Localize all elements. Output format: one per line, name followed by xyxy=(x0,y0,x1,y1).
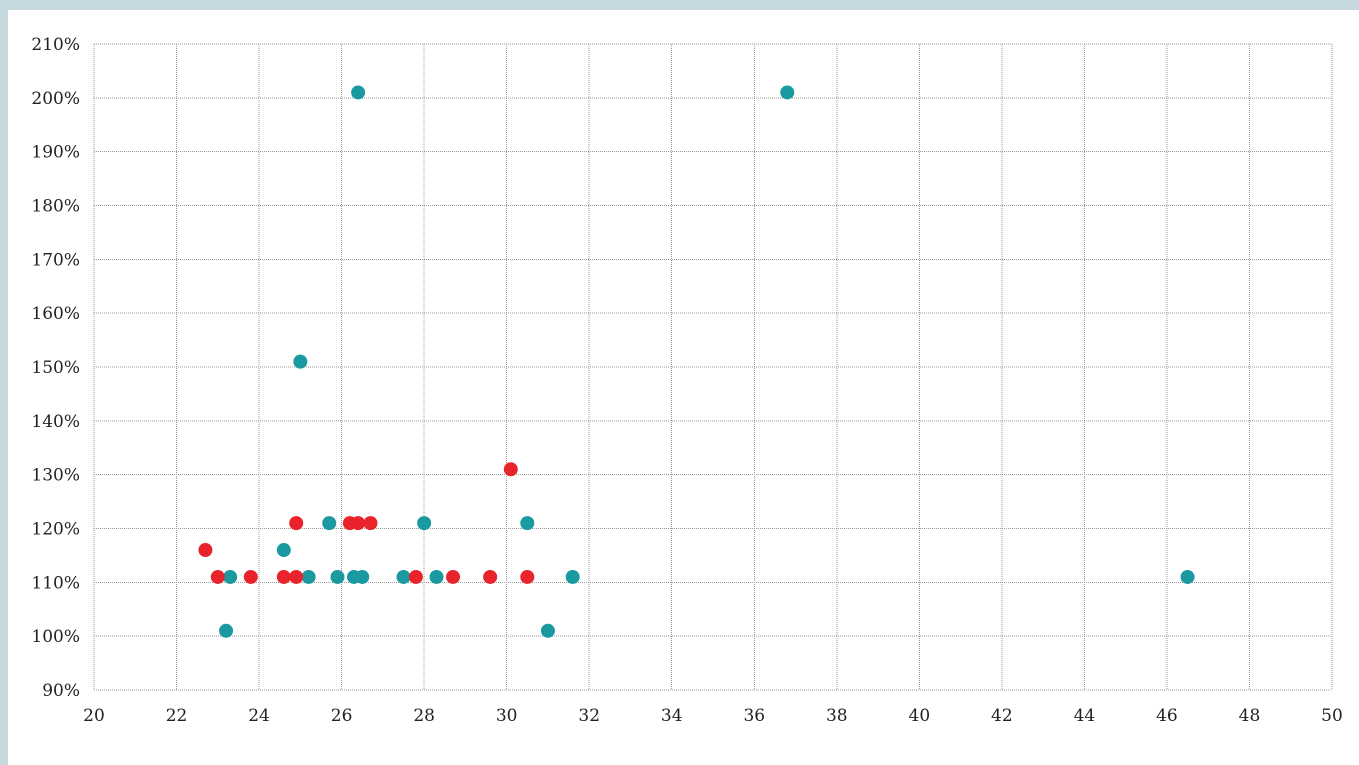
data-point-series-1 xyxy=(429,569,444,584)
y-tick-label: 90% xyxy=(42,681,80,701)
data-point-series-1 xyxy=(276,543,291,558)
x-tick-label: 48 xyxy=(1239,706,1261,726)
y-axis-tick-labels: 90% 100% 110% 120% 130% 140% 150% 160% 170% 180% 1… xyxy=(31,35,80,701)
data-point-series-2 xyxy=(408,569,423,584)
x-tick-label: 38 xyxy=(826,706,848,726)
y-tick-label: 190% xyxy=(31,143,80,163)
y-tick-label: 160% xyxy=(31,304,80,324)
x-tick-label: 20 xyxy=(83,706,105,726)
data-point-series-1 xyxy=(293,354,308,369)
data-point-series-2 xyxy=(243,569,258,584)
data-point-series-2 xyxy=(483,569,498,584)
data-point-series-1 xyxy=(520,516,535,531)
x-tick-label: 28 xyxy=(413,706,435,726)
x-tick-label: 50 xyxy=(1321,706,1343,726)
x-tick-label: 44 xyxy=(1074,706,1096,726)
x-tick-label: 46 xyxy=(1156,706,1178,726)
y-tick-label: 150% xyxy=(31,358,80,378)
data-point-series-2 xyxy=(289,516,304,531)
data-point-series-2 xyxy=(446,569,461,584)
y-tick-label: 200% xyxy=(31,89,80,109)
data-point-series-1 xyxy=(780,85,795,100)
y-tick-label: 120% xyxy=(31,520,80,540)
x-tick-label: 32 xyxy=(578,706,600,726)
data-point-series-2 xyxy=(520,569,535,584)
x-tick-label: 34 xyxy=(661,706,683,726)
data-point-series-2 xyxy=(363,516,378,531)
y-tick-label: 100% xyxy=(31,627,80,647)
x-tick-label: 42 xyxy=(991,706,1013,726)
x-tick-label: 30 xyxy=(496,706,518,726)
data-point-series-2 xyxy=(198,543,213,558)
data-point-series-1 xyxy=(355,569,370,584)
x-axis-tick-labels: 20 22 24 26 28 30 32 34 36 38 40 42 44 46 48 50 xyxy=(83,706,1343,726)
y-tick-label: 180% xyxy=(31,197,80,217)
x-tick-label: 26 xyxy=(331,706,353,726)
data-point-series-1 xyxy=(330,569,345,584)
data-point-series-1 xyxy=(322,516,337,531)
x-tick-label: 22 xyxy=(166,706,188,726)
x-tick-label: 24 xyxy=(248,706,270,726)
x-tick-label: 40 xyxy=(909,706,931,726)
data-point-series-1 xyxy=(417,516,432,531)
data-point-series-2 xyxy=(276,569,291,584)
data-point-series-1 xyxy=(565,569,580,584)
x-tick-label: 36 xyxy=(743,706,765,726)
data-points xyxy=(198,85,1195,638)
data-point-series-1 xyxy=(301,569,316,584)
data-point-series-1 xyxy=(1180,569,1195,584)
y-tick-label: 210% xyxy=(31,35,80,55)
data-point-series-1 xyxy=(351,85,366,100)
data-point-series-1 xyxy=(540,623,555,638)
chart-panel xyxy=(8,10,1359,765)
data-point-series-1 xyxy=(396,569,411,584)
data-point-series-1 xyxy=(223,569,238,584)
data-point-series-2 xyxy=(503,462,518,477)
y-tick-label: 170% xyxy=(31,250,80,270)
data-point-series-2 xyxy=(210,569,225,584)
y-tick-label: 110% xyxy=(31,573,80,593)
grid-lines xyxy=(93,43,1333,691)
data-point-series-1 xyxy=(219,623,234,638)
y-tick-label: 140% xyxy=(31,412,80,432)
data-point-series-2 xyxy=(289,569,304,584)
data-point-series-2 xyxy=(351,516,366,531)
y-tick-label: 130% xyxy=(31,466,80,486)
